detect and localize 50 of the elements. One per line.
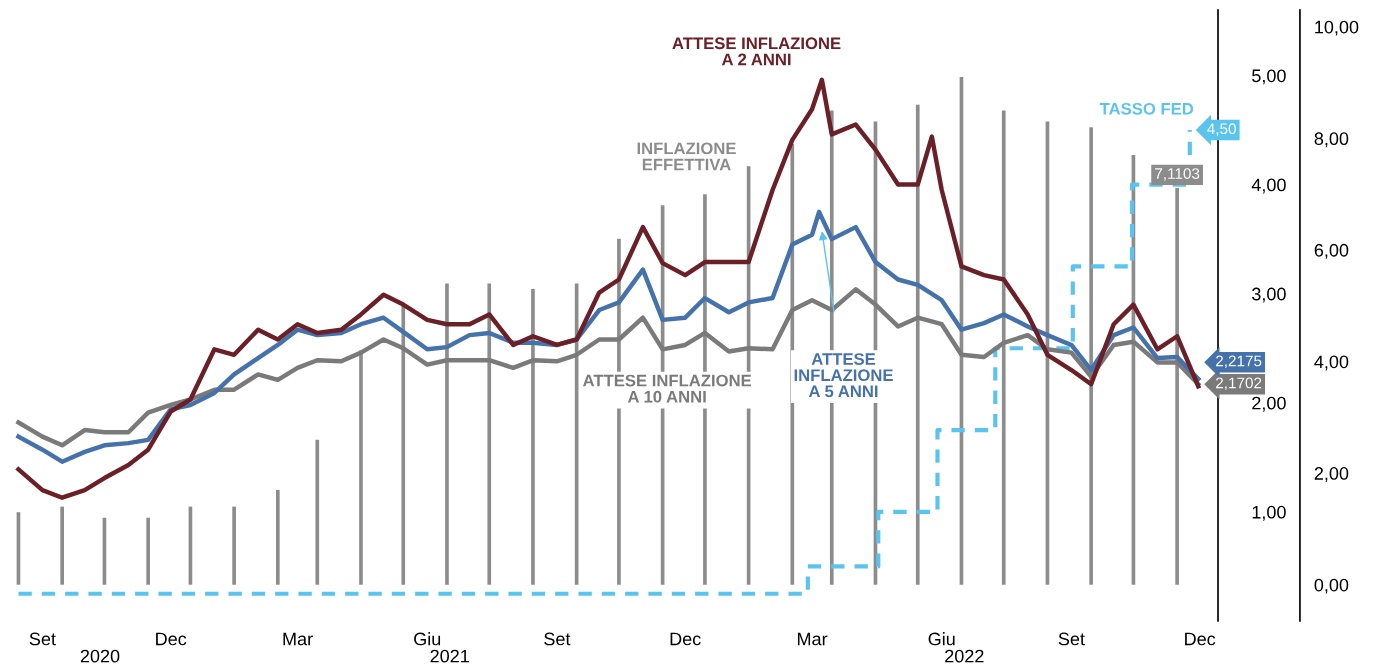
y2-tick-label: 6,00 <box>1314 243 1349 259</box>
y2-tick-label: 10,00 <box>1315 20 1359 36</box>
y-tick-label: 4,00 <box>1251 178 1286 194</box>
y2-tick-label: 4,00 <box>1314 355 1349 371</box>
data-label: 2,1702 <box>1216 377 1262 391</box>
text: ATTESE INFLAZIONE A 5 ANNI <box>794 353 893 398</box>
bar <box>232 506 236 585</box>
bar <box>401 305 406 585</box>
x-tick-label: Giu <box>928 632 955 646</box>
bar <box>60 506 64 585</box>
x-tick-label: Set <box>29 632 56 646</box>
bar <box>275 489 280 585</box>
series-label: INFLAZIONE EFFETTIVA <box>637 142 736 171</box>
bar <box>445 283 449 585</box>
y2-tick-label: 0,00 <box>1314 578 1349 594</box>
bar <box>315 439 320 585</box>
line-series <box>16 209 1201 464</box>
x-tick-label: Set <box>544 632 571 646</box>
series-label: TASSO FED <box>1099 102 1194 115</box>
text: 2020 <box>80 649 120 663</box>
bar <box>487 283 492 585</box>
text: 2022 <box>945 649 984 663</box>
data-label: 7,1103 <box>1155 168 1200 181</box>
x-tick-label: Mar <box>283 632 313 646</box>
x-tick-label: Set <box>1058 632 1085 646</box>
bar <box>915 104 920 585</box>
bar <box>1175 187 1179 585</box>
bar <box>1001 110 1006 585</box>
text: 2021 <box>430 649 469 663</box>
x-tick-label: Dec <box>1185 632 1216 646</box>
series-label: ATTESE INFLAZIONE A 10 ANNI <box>583 374 752 403</box>
y-tick-label: 3,00 <box>1252 287 1286 303</box>
y2-tick-label: 8,00 <box>1314 132 1349 148</box>
bar <box>146 517 150 585</box>
bar <box>1089 127 1093 585</box>
line-series <box>16 287 1201 448</box>
data-label: 2,2175 <box>1216 355 1262 369</box>
data-label: 4,50 <box>1207 123 1236 136</box>
y-tick-label: 5,00 <box>1252 69 1286 85</box>
series-label: ATTESE INFLAZIONE A 2 ANNI <box>672 37 841 66</box>
x-tick-label: Dec <box>156 632 187 646</box>
x-tick-label: Mar <box>797 632 828 646</box>
line-series <box>16 77 1201 500</box>
y-tick-label: 1,00 <box>1252 505 1286 521</box>
x-tick-label: Dec <box>670 632 701 646</box>
x-tick-label: Giu <box>414 632 441 646</box>
bar <box>531 289 535 585</box>
y-tick-label: 2,00 <box>1252 396 1286 412</box>
bar <box>359 350 363 585</box>
y2-tick-label: 2,00 <box>1314 467 1349 482</box>
